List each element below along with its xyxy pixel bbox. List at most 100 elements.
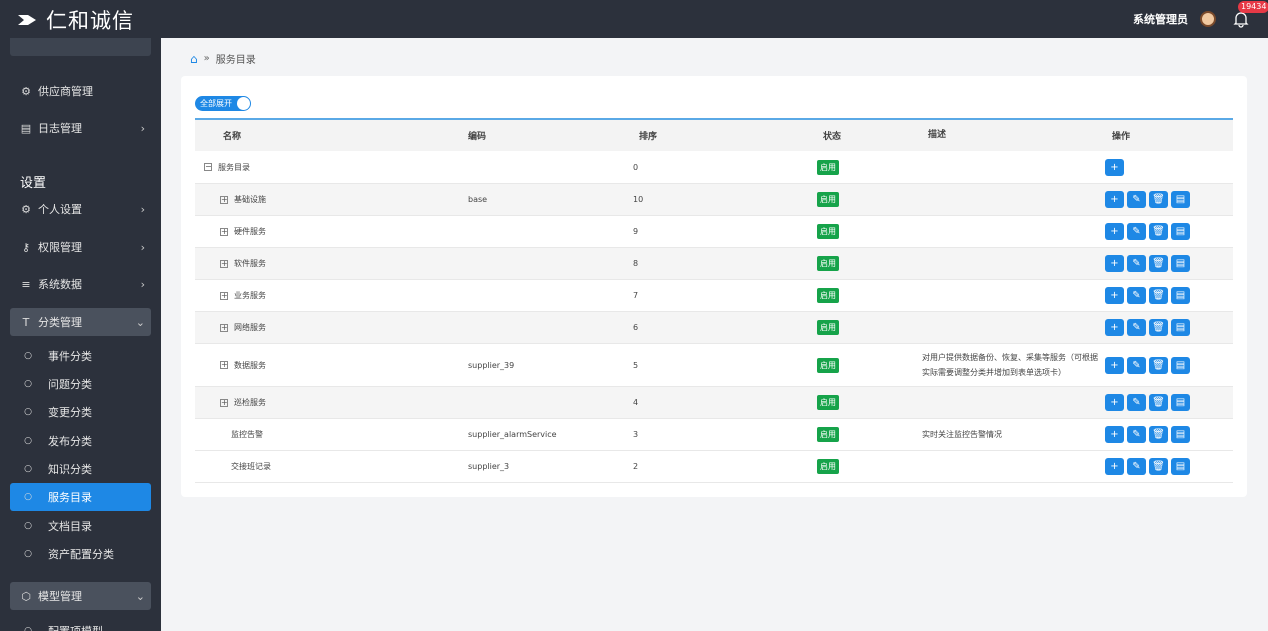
sidebar-item-label: 知识分类 [48,463,92,476]
delete-button[interactable]: 🗑 [1149,191,1168,208]
table-header: 名称 编码 排序 状态 描述 操作 [195,120,1233,151]
detail-button[interactable]: ▤ [1171,458,1190,475]
sidebar-item-system-data[interactable]: ≡ 系统数据 › [10,270,151,298]
edit-button[interactable]: ✎ [1127,255,1146,272]
row-code: base [468,195,488,204]
table-row: + 巡检服务 4 启用 + ✎ 🗑 ▤ [195,387,1233,419]
sidebar-item-label: 日志管理 [38,122,82,135]
sidebar-subitem-knowledge[interactable]: ○ 知识分类 [10,455,151,483]
circle-icon: ○ [24,407,32,417]
row-desc [922,184,1102,215]
add-button[interactable]: + [1105,426,1124,443]
circle-icon: ○ [24,351,32,361]
chevron-right-icon: › [140,240,145,254]
add-button[interactable]: + [1105,158,1124,176]
document-icon: ▤ [20,121,32,135]
add-button[interactable]: + [1105,287,1124,304]
sidebar-subitem-service-catalog[interactable]: ○ 服务目录 [10,483,151,511]
breadcrumb: ⌂ » 服务目录 [190,51,256,67]
row-name: 业务服务 [234,291,266,300]
expand-all-label: 全部展开 [200,99,232,108]
table-row: + 硬件服务 9 启用 + ✎ 🗑 ▤ [195,216,1233,248]
expand-icon[interactable]: + [220,258,228,268]
row-sort: 10 [633,195,644,204]
add-button[interactable]: + [1105,255,1124,272]
gear-icon: ⚙ [21,202,31,216]
edit-button[interactable]: ✎ [1127,426,1146,443]
detail-button[interactable]: ▤ [1171,319,1190,336]
edit-button[interactable]: ✎ [1127,458,1146,475]
sidebar-subitem-change[interactable]: ○ 变更分类 [10,398,151,426]
row-sort: 4 [633,398,639,407]
logo-text: 仁和诚信 [46,9,134,33]
delete-button[interactable]: 🗑 [1149,223,1168,240]
expand-icon[interactable]: + [220,226,228,236]
delete-button[interactable]: 🗑 [1149,319,1168,336]
admin-name[interactable]: 系统管理员 [1133,13,1188,26]
row-name: 数据服务 [234,360,266,370]
status-badge: 启用 [817,224,839,239]
add-button[interactable]: + [1105,319,1124,336]
delete-button[interactable]: 🗑 [1149,255,1168,272]
sidebar-item-model[interactable]: ⬡ 模型管理 ⌄ [10,582,151,610]
add-button[interactable]: + [1105,356,1124,374]
row-sort: 7 [633,291,639,300]
delete-button[interactable]: 🗑 [1149,287,1168,304]
detail-button[interactable]: ▤ [1171,426,1190,443]
detail-button[interactable]: ▤ [1171,255,1190,272]
edit-button[interactable]: ✎ [1127,223,1146,240]
sidebar-subitem-config-model[interactable]: ○ 配置项模型 [10,617,151,631]
detail-button[interactable]: ▤ [1171,287,1190,304]
app-logo[interactable]: 仁和诚信 [16,6,134,34]
expand-all-toggle[interactable]: 全部展开 [195,96,251,111]
sidebar-item-permission[interactable]: ⚷ 权限管理 › [10,233,151,261]
sidebar-item-label: 事件分类 [48,350,92,363]
header-name: 名称 [223,132,242,142]
delete-button[interactable]: 🗑 [1149,356,1168,374]
home-icon[interactable]: ⌂ [190,51,198,66]
edit-button[interactable]: ✎ [1127,356,1146,374]
expand-icon[interactable]: + [220,360,228,369]
circle-icon: ○ [24,464,32,474]
detail-button[interactable]: ▤ [1171,394,1190,411]
detail-button[interactable]: ▤ [1171,223,1190,240]
delete-button[interactable]: 🗑 [1149,394,1168,411]
detail-button[interactable]: ▤ [1171,191,1190,208]
bell-icon[interactable]: 19434 [1232,1,1268,28]
sidebar-item-label: 文档目录 [48,520,92,533]
status-badge: 启用 [817,395,839,410]
circle-icon: ○ [24,549,32,559]
delete-button[interactable]: 🗑 [1149,458,1168,475]
sidebar-subitem-event[interactable]: ○ 事件分类 [10,342,151,370]
sidebar-subitem-asset-config[interactable]: ○ 资产配置分类 [10,540,151,568]
sidebar-subitem-problem[interactable]: ○ 问题分类 [10,370,151,398]
edit-button[interactable]: ✎ [1127,319,1146,336]
expand-icon[interactable]: + [220,322,228,332]
expand-icon[interactable]: + [220,290,228,300]
sidebar-subitem-document[interactable]: ○ 文档目录 [10,512,151,540]
sidebar-item-partial[interactable] [10,38,151,56]
add-button[interactable]: + [1105,394,1124,411]
expand-icon[interactable]: + [220,194,228,204]
sidebar-subitem-release[interactable]: ○ 发布分类 [10,427,151,455]
collapse-icon[interactable]: − [204,162,212,171]
circle-icon: ○ [24,436,32,446]
chevron-right-icon: › [140,121,145,135]
expand-icon[interactable]: + [220,397,228,407]
avatar[interactable] [1200,11,1216,27]
edit-button[interactable]: ✎ [1127,191,1146,208]
edit-button[interactable]: ✎ [1127,394,1146,411]
detail-button[interactable]: ▤ [1171,356,1190,374]
add-button[interactable]: + [1105,223,1124,240]
status-badge: 启用 [817,159,839,175]
row-name: 网络服务 [234,323,266,332]
sidebar-item-category[interactable]: T 分类管理 ⌄ [10,308,151,336]
sidebar-item-supplier[interactable]: ⚙ 供应商管理 [10,77,151,105]
edit-button[interactable]: ✎ [1127,287,1146,304]
header-desc: 描述 [928,130,947,140]
sidebar-item-log[interactable]: ▤ 日志管理 › [10,114,151,142]
add-button[interactable]: + [1105,191,1124,208]
sidebar-item-personal[interactable]: ⚙ 个人设置 › [10,195,151,223]
delete-button[interactable]: 🗑 [1149,426,1168,443]
add-button[interactable]: + [1105,458,1124,475]
